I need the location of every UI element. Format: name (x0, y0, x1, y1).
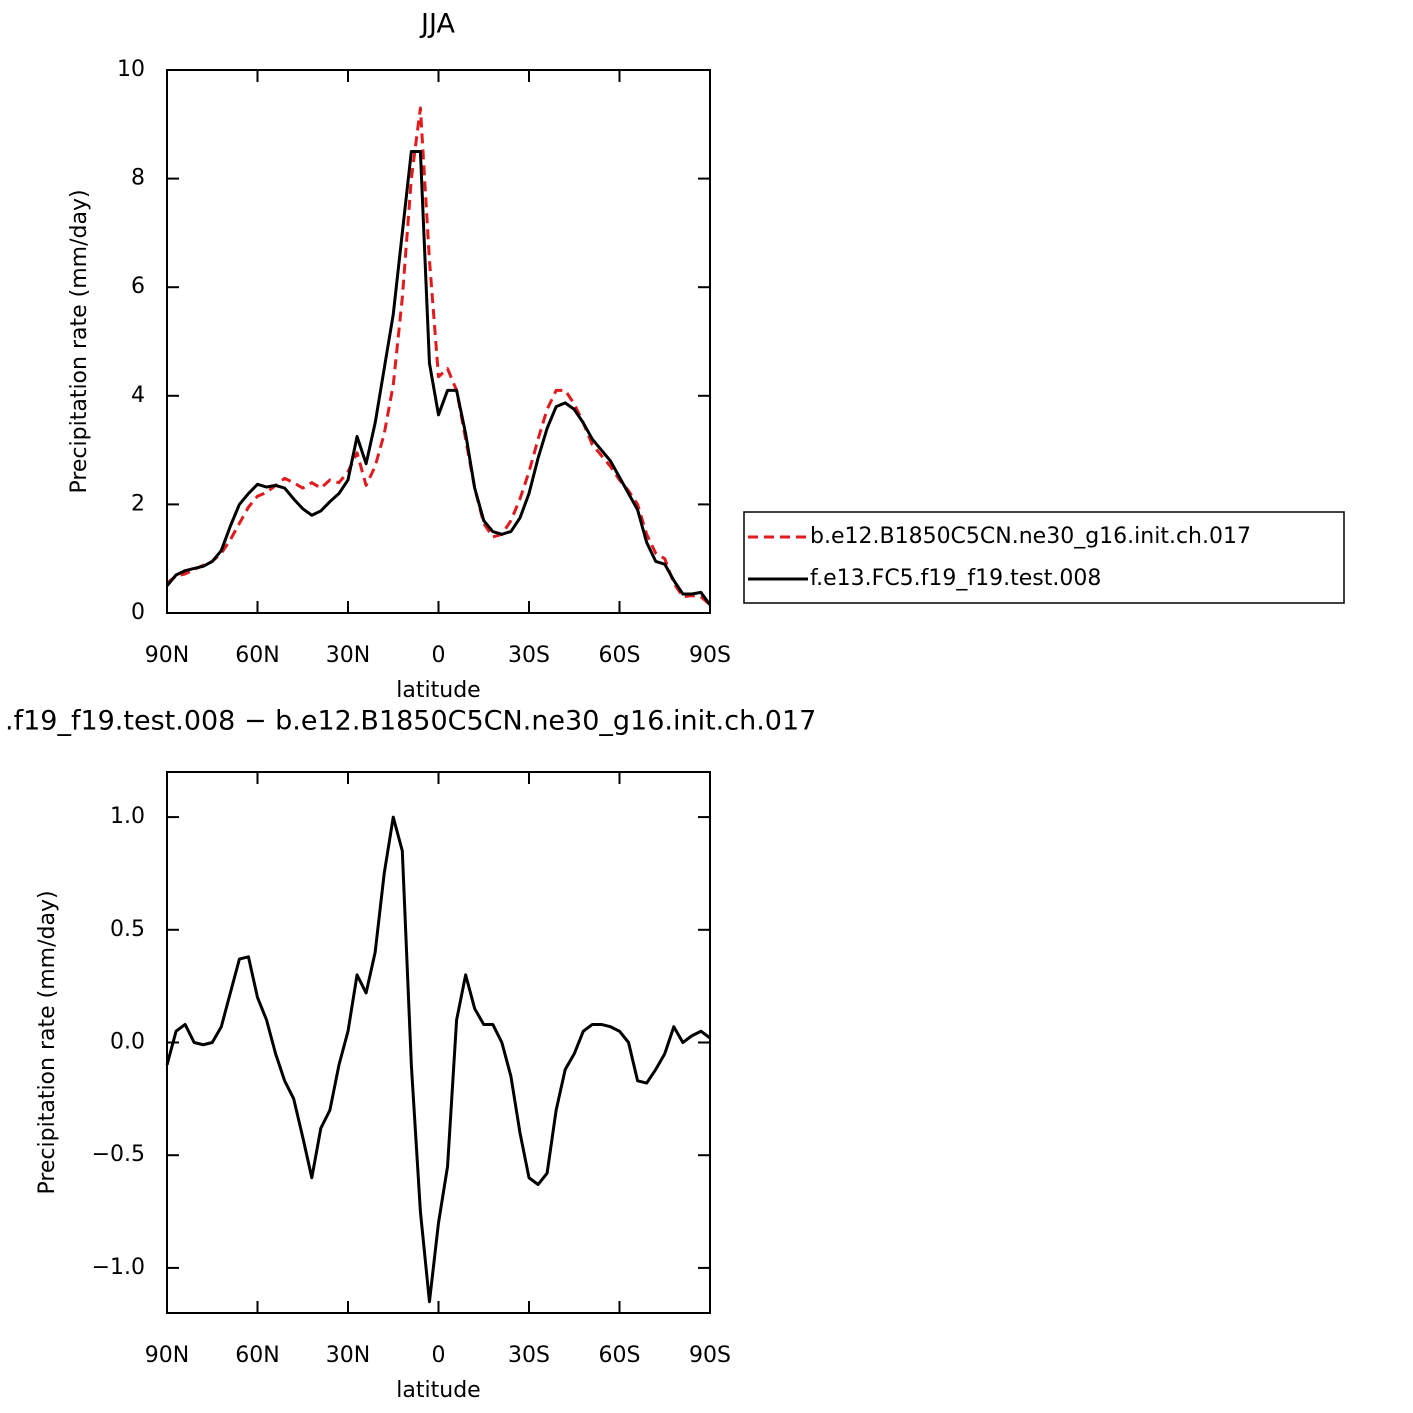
y-tick-label: −0.5 (92, 1142, 145, 1167)
x-tick-label: 30S (508, 1343, 550, 1368)
x-tick-label: 30N (326, 1343, 370, 1368)
y-tick-label: 8 (131, 166, 145, 191)
x-tick-label: 90S (689, 643, 731, 668)
y-axis-label: Precipitation rate (mm/day) (35, 890, 60, 1194)
x-axis-label: latitude (396, 678, 480, 703)
x-tick-label: 90N (145, 643, 189, 668)
x-tick-label: 60N (235, 1343, 279, 1368)
legend-label: f.e13.FC5.f19_f19.test.008 (810, 566, 1101, 591)
data-line (165, 815, 711, 1304)
x-tick-label: 60S (599, 643, 641, 668)
y-tick-label: 0.0 (110, 1030, 145, 1055)
x-tick-label: 90N (145, 1343, 189, 1368)
data-line (166, 106, 712, 606)
y-tick-label: 0.5 (110, 917, 145, 942)
x-axis-label: latitude (396, 1378, 480, 1403)
x-tick-label: 60N (235, 643, 279, 668)
x-tick-label: 0 (432, 643, 446, 668)
legend-label: b.e12.B1850C5CN.ne30_g16.init.ch.017 (810, 524, 1251, 549)
y-tick-label: 1.0 (110, 804, 145, 829)
y-tick-label: 6 (131, 274, 145, 299)
y-tick-label: −1.0 (92, 1255, 145, 1280)
y-tick-label: 0 (131, 600, 145, 625)
y-tick-label: 2 (131, 491, 145, 516)
x-tick-label: 60S (599, 1343, 641, 1368)
legend-box (743, 511, 1345, 604)
x-tick-label: 90S (689, 1343, 731, 1368)
x-tick-label: 0 (432, 1343, 446, 1368)
y-tick-label: 4 (131, 383, 145, 408)
chart-title: JJA (419, 9, 455, 40)
x-tick-label: 30S (508, 643, 550, 668)
data-line (165, 149, 712, 606)
plot-frame (166, 69, 711, 614)
plot-frame (166, 771, 711, 1314)
y-axis-label: Precipitation rate (mm/day) (67, 189, 92, 493)
chart-title: .f19_f19.test.008 − b.e12.B1850C5CN.ne30… (5, 706, 816, 737)
x-tick-label: 30N (326, 643, 370, 668)
y-tick-label: 10 (117, 57, 145, 82)
